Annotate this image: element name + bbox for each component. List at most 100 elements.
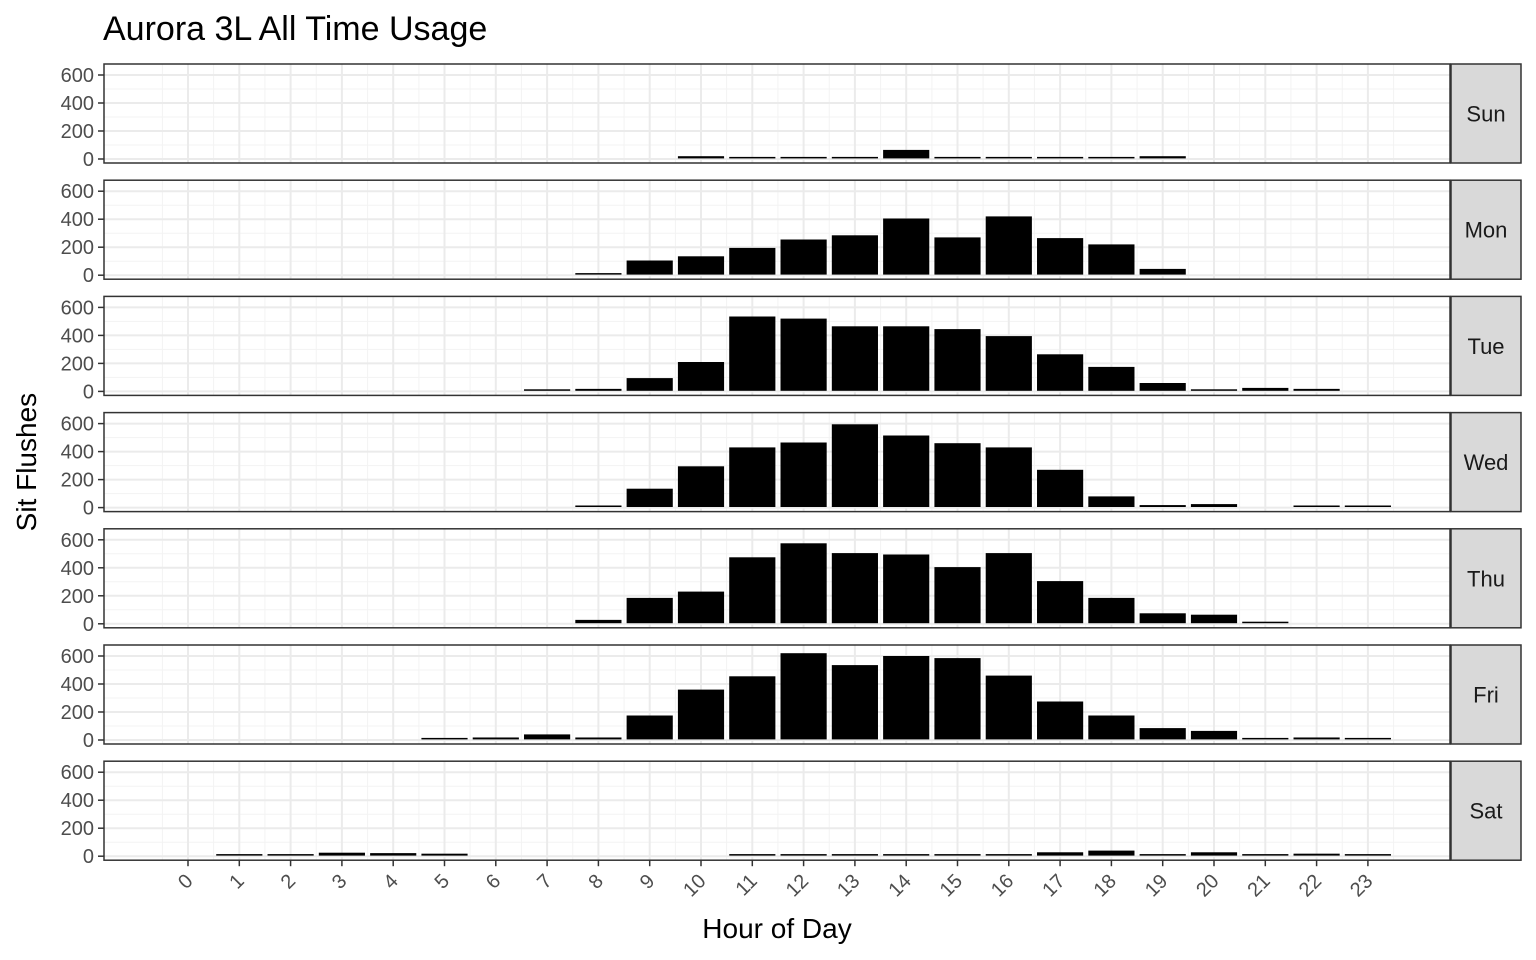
y-tick-label: 400 xyxy=(61,209,94,231)
bar-wed-hour-15 xyxy=(934,443,981,507)
bar-fri-hour-11 xyxy=(729,676,776,740)
bar-sat-hour-11 xyxy=(729,854,776,856)
x-tick-label: 8 xyxy=(585,870,608,893)
bar-thu-hour-18 xyxy=(1088,597,1135,624)
bar-tue-hour-20 xyxy=(1190,389,1238,391)
bar-mon-hour-11 xyxy=(729,247,776,275)
bar-tue-hour-8 xyxy=(575,388,622,391)
bar-tue-hour-10 xyxy=(677,362,725,391)
bar-sat-hour-2 xyxy=(267,854,314,856)
y-tick-label: 600 xyxy=(61,646,94,668)
x-tick-label: 0 xyxy=(174,870,197,893)
bar-mon-hour-15 xyxy=(934,237,981,275)
panel-thu: Thu 0 200 400 600 xyxy=(61,528,1522,636)
bar-fri-hour-17 xyxy=(1037,701,1084,740)
bar-sun-hour-10 xyxy=(677,156,725,159)
bar-wed-hour-16 xyxy=(985,447,1032,507)
panel-border xyxy=(103,411,1451,513)
y-tick-label: 200 xyxy=(61,121,94,143)
facet-strip-label: Mon xyxy=(1465,218,1508,243)
facet-strip-label: Thu xyxy=(1467,566,1505,591)
bar-fri-hour-22 xyxy=(1293,737,1340,740)
x-tick-label: 19 xyxy=(1141,870,1172,901)
facet-strip-label: Tue xyxy=(1467,334,1504,359)
bar-mon-hour-17 xyxy=(1037,238,1084,275)
bar-sat-hour-16 xyxy=(985,854,1032,856)
y-tick-label: 600 xyxy=(61,530,94,552)
bar-sat-hour-17 xyxy=(1037,852,1084,856)
bar-sat-hour-5 xyxy=(421,853,468,856)
bar-fri-hour-21 xyxy=(1242,737,1289,740)
facet-strip xyxy=(1450,295,1522,397)
y-tick-label: 600 xyxy=(61,181,94,203)
bar-sat-hour-1 xyxy=(216,854,263,856)
y-axis-title: Sit Flushes xyxy=(11,393,42,531)
facet-strip-label: Sat xyxy=(1469,799,1502,824)
facet-strip xyxy=(1450,63,1522,164)
bar-tue-hour-11 xyxy=(729,316,776,391)
facet-strip-label: Fri xyxy=(1473,683,1499,708)
bar-sat-hour-3 xyxy=(318,852,365,856)
y-tick-label: 600 xyxy=(61,762,94,784)
bar-fri-hour-7 xyxy=(524,734,571,740)
bar-sat-hour-13 xyxy=(831,854,878,856)
bar-tue-hour-17 xyxy=(1037,354,1084,391)
panel-background xyxy=(104,528,1450,628)
x-axis-ticks: 0 1 2 3 4 5 6 7 8 9 10 11 12 13 14 15 16 17 18 19 20 21 22 23 xyxy=(174,860,1377,901)
y-tick-label: 200 xyxy=(61,818,94,840)
y-tick-label: 400 xyxy=(61,325,94,347)
bar-fri-hour-20 xyxy=(1190,730,1238,740)
x-tick-label: 14 xyxy=(884,870,915,901)
y-tick-label: 200 xyxy=(61,353,94,375)
facet-strip xyxy=(1450,528,1522,629)
panel-background xyxy=(104,64,1450,163)
bar-wed-hour-18 xyxy=(1088,496,1135,507)
bar-fri-hour-8 xyxy=(575,737,622,740)
bar-fri-hour-15 xyxy=(934,658,981,740)
panel-background xyxy=(104,645,1450,744)
y-tick-label: 400 xyxy=(61,93,94,115)
bar-fri-hour-14 xyxy=(883,656,930,740)
bar-sun-hour-16 xyxy=(985,156,1032,159)
panel-tue: Tue 0 200 400 600 xyxy=(61,295,1522,403)
panel-background xyxy=(104,761,1450,861)
bar-wed-hour-13 xyxy=(831,424,878,507)
bar-fri-hour-5 xyxy=(421,737,468,740)
y-tick-label: 0 xyxy=(83,381,94,403)
y-tick-label: 600 xyxy=(61,297,94,319)
facet-strip xyxy=(1450,760,1522,861)
bar-sun-hour-14 xyxy=(883,149,930,159)
bar-mon-hour-16 xyxy=(985,216,1032,275)
bar-sun-hour-18 xyxy=(1088,156,1135,159)
bar-sat-hour-22 xyxy=(1293,853,1340,856)
bar-tue-hour-14 xyxy=(883,326,930,391)
panel-sat: Sat 0 200 400 600 xyxy=(61,760,1522,868)
x-tick-label: 3 xyxy=(328,870,351,893)
bar-fri-hour-9 xyxy=(626,715,673,740)
y-tick-label: 400 xyxy=(61,674,94,696)
x-tick-label: 11 xyxy=(732,870,762,900)
bar-sun-hour-12 xyxy=(780,156,827,159)
bar-sat-hour-14 xyxy=(883,854,930,856)
x-tick-label: 9 xyxy=(636,870,659,893)
bar-mon-hour-18 xyxy=(1088,244,1135,275)
y-tick-label: 600 xyxy=(61,414,94,436)
bar-mon-hour-10 xyxy=(677,256,725,275)
bar-tue-hour-7 xyxy=(524,389,571,391)
bar-fri-hour-23 xyxy=(1344,737,1391,740)
panel-border xyxy=(103,528,1451,629)
bar-fri-hour-18 xyxy=(1088,715,1135,740)
bar-thu-hour-13 xyxy=(831,553,878,624)
bar-wed-hour-20 xyxy=(1190,504,1238,507)
y-tick-label: 0 xyxy=(83,498,94,520)
bar-wed-hour-11 xyxy=(729,447,776,507)
bar-tue-hour-16 xyxy=(985,336,1032,391)
bar-thu-hour-10 xyxy=(677,591,725,624)
bar-thu-hour-21 xyxy=(1242,621,1289,624)
bar-sat-hour-18 xyxy=(1088,850,1135,856)
bar-sat-hour-4 xyxy=(370,853,417,856)
x-tick-label: 12 xyxy=(782,870,813,901)
facet-strip xyxy=(1450,644,1522,745)
bar-thu-hour-15 xyxy=(934,567,981,624)
